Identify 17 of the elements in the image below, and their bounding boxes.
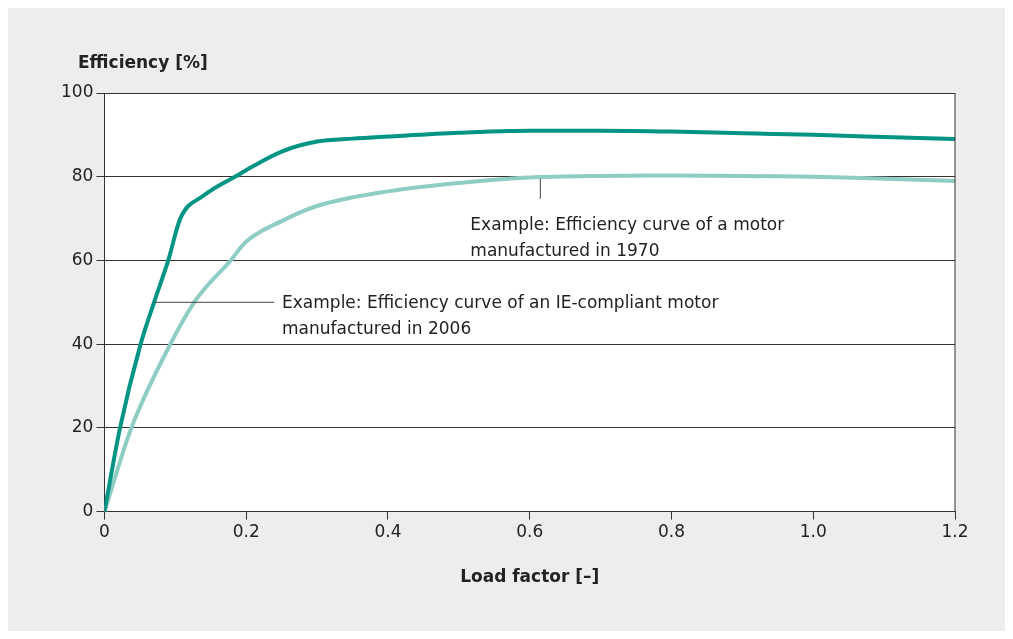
y-tick-label: 60 [71, 248, 94, 269]
y-tick-label: 80 [71, 165, 94, 186]
y-tick-label: 100 [60, 81, 94, 102]
annotation: Example: Efficiency curve of a motor manufactured in 1970 [470, 213, 785, 260]
x-tick-label: 0 [99, 521, 110, 542]
y-axis-title: Efficiency [%] [78, 52, 208, 72]
y-tick-label: 40 [71, 332, 94, 353]
x-tick-label: 0.8 [657, 521, 686, 542]
annotation: Example: Efficiency curve of an IE-compliant motor manufactured in 2006 [282, 292, 719, 339]
x-axis-title: Load factor [–] [460, 565, 600, 586]
x-tick-label: 0.6 [516, 521, 544, 542]
y-tick-label: 20 [71, 416, 94, 437]
x-tick-label: 1.2 [941, 521, 969, 542]
y-tick-label: 0 [82, 500, 94, 521]
x-tick-label: 0.2 [232, 521, 260, 542]
x-tick-label: 0.4 [374, 521, 402, 542]
x-tick-label: 1.0 [799, 521, 827, 542]
